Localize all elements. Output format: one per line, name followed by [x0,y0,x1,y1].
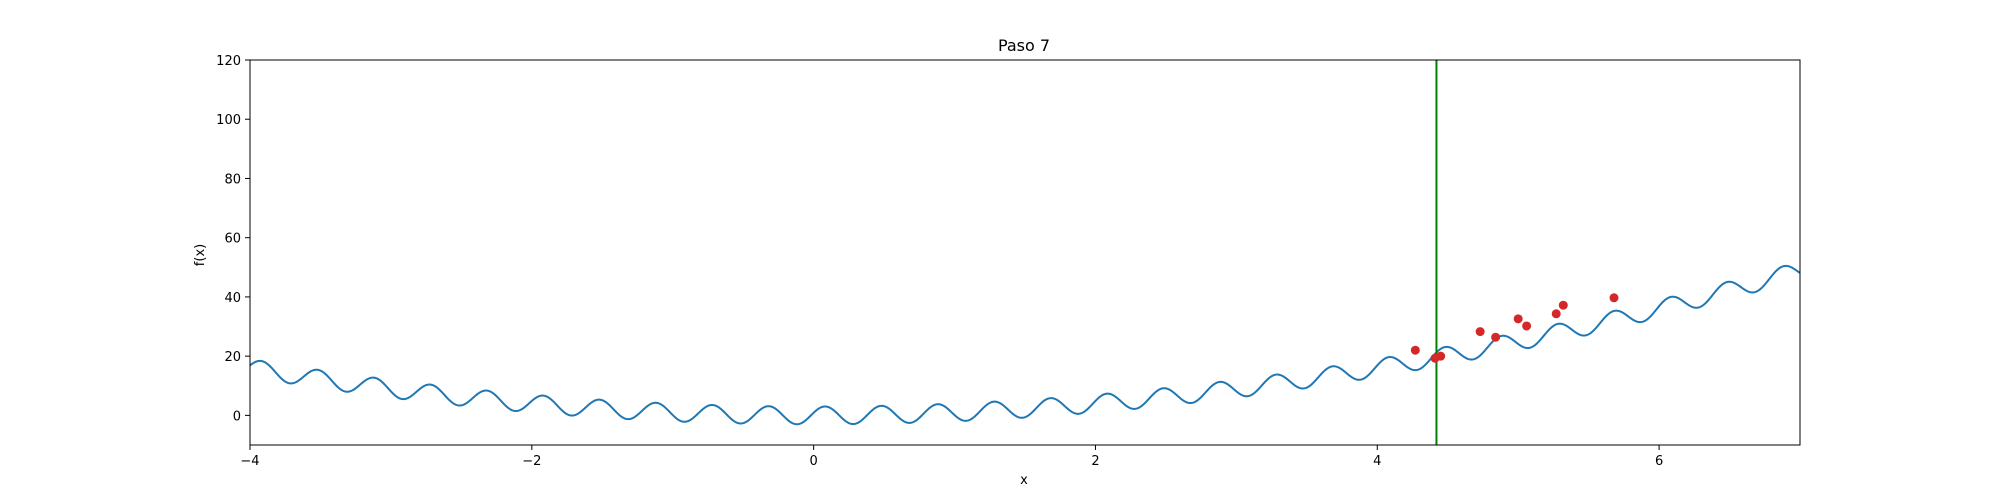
sample-point [1475,327,1485,337]
y-axis-label: f(x) [193,244,208,266]
y-tick-label: 40 [224,291,241,306]
x-tick-label: −4 [240,454,259,469]
function-curve [250,264,1800,426]
x-axis-label: x [1020,473,1028,488]
chart-title: Paso 7 [998,36,1050,55]
x-tick-label: 4 [1373,454,1381,469]
y-tick-label: 120 [216,54,241,69]
x-tick-label: 0 [809,454,817,469]
y-tick-label: 20 [224,350,241,365]
sample-point [1513,314,1523,324]
sample-point [1491,332,1501,342]
sample-point [1522,321,1532,331]
sample-point [1609,293,1619,303]
plot-frame [249,59,1801,446]
y-tick-label: 60 [224,232,241,247]
sample-point [1558,300,1568,310]
y-tick-label: 0 [233,409,241,424]
y-tick-label: 100 [216,113,241,128]
sample-point [1436,351,1446,361]
sample-point [1551,309,1561,319]
x-tick-label: −2 [522,454,541,469]
x-tick-label: 6 [1655,454,1663,469]
x-tick-label: 2 [1091,454,1099,469]
y-tick-label: 80 [224,172,241,187]
sample-point [1410,345,1420,355]
